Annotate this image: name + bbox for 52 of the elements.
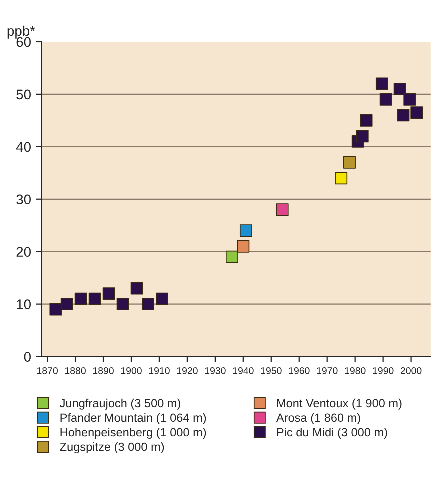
legend-label: Pfander Mountain (1 064 m) — [60, 413, 206, 424]
x-tick-label: 1950 — [261, 367, 282, 374]
y-axis-title: ppb* — [8, 26, 36, 39]
x-tick-label: 1960 — [289, 367, 310, 374]
x-tick-label: 1910 — [149, 367, 170, 374]
x-tick-label: 1890 — [93, 367, 114, 374]
point — [344, 156, 356, 169]
x-tick-label: 1990 — [373, 367, 394, 374]
legend-label: Arosa (1 860 m) — [276, 413, 360, 424]
x-tick-label: 1970 — [317, 367, 338, 374]
point — [130, 282, 144, 295]
point — [276, 204, 289, 216]
legend-label: Mont Ventoux (1 900 m) — [277, 398, 402, 410]
legend-label: Zugspitze (3 000 m) — [60, 442, 164, 454]
point — [237, 240, 250, 253]
x-tick-label: 1930 — [205, 367, 226, 374]
x-tick-label: 1880 — [65, 367, 86, 374]
point — [88, 292, 102, 306]
point — [156, 292, 168, 306]
point — [380, 93, 392, 106]
point — [335, 172, 348, 185]
point — [226, 250, 238, 264]
point — [116, 298, 130, 311]
x-tick-label: 1900 — [121, 367, 142, 374]
y-tick-label: 40 — [16, 142, 31, 152]
point — [102, 288, 116, 300]
y-tick-label: 20 — [16, 247, 31, 258]
legend-label: Jungfraujoch (3 500 m) — [60, 398, 180, 410]
y-tick-label: 10 — [17, 300, 31, 310]
point — [360, 114, 373, 127]
legend-label: Pic du Midi (3 000 m) — [277, 428, 388, 439]
x-tick-label: 1980 — [345, 367, 366, 374]
legend-label: Hohenpeisenberg (1 000 m) — [60, 428, 206, 439]
y-tick-label: 50 — [16, 90, 31, 100]
x-tick-label: 1870 — [37, 367, 58, 374]
point — [74, 292, 88, 306]
x-tick-label: 2000 — [400, 367, 422, 374]
point — [240, 224, 252, 238]
point — [142, 298, 155, 311]
point — [404, 93, 416, 106]
point — [410, 106, 424, 120]
point — [376, 78, 388, 90]
y-tick-label: 30 — [16, 194, 31, 205]
y-tick-label: 60 — [16, 37, 31, 48]
x-tick-label: 1940 — [233, 367, 254, 374]
y-tick-label: 0 — [24, 352, 31, 362]
point — [397, 109, 410, 122]
point — [394, 82, 406, 96]
x-tick-label: 1920 — [177, 367, 198, 374]
point — [50, 303, 62, 316]
point — [356, 130, 369, 143]
point — [60, 298, 74, 311]
